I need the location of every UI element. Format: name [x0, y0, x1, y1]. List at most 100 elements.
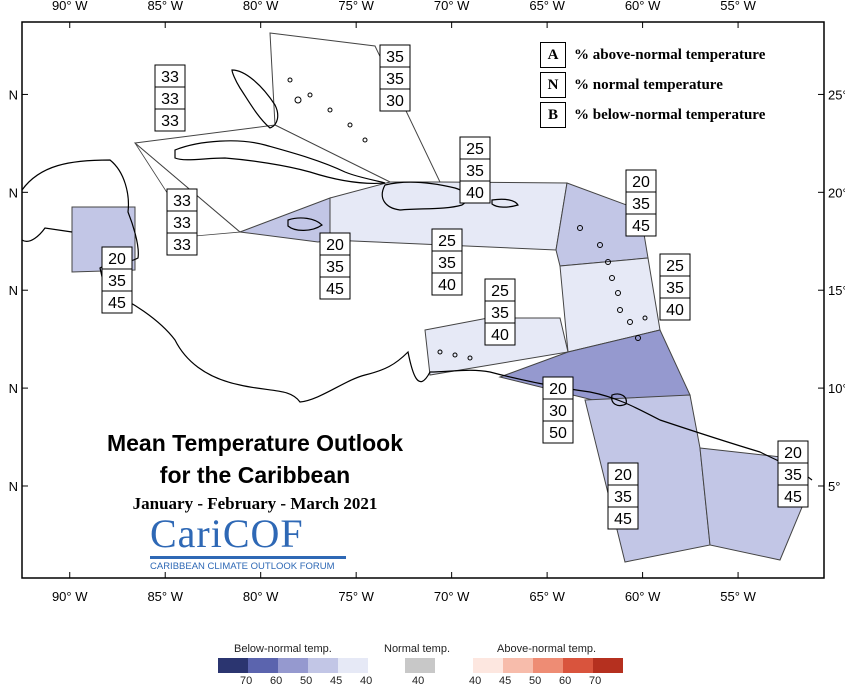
lon-label-bottom: 55° W	[720, 589, 756, 604]
probability-cell: 45	[777, 484, 809, 508]
legend-above-swatch	[533, 658, 563, 673]
probability-value: 35	[466, 163, 484, 180]
lat-label-right: 10° N	[828, 381, 845, 396]
probability-value: 33	[161, 113, 179, 130]
map-title: Mean Temperature Outlook	[106, 430, 404, 456]
lat-label-left: N	[9, 479, 18, 494]
legend-above-tick: 60	[559, 675, 572, 687]
probability-cell: 35	[625, 191, 657, 215]
lon-label-top: 65° W	[529, 0, 565, 13]
probability-value: 35	[784, 467, 802, 484]
probability-value: 20	[614, 467, 632, 484]
probability-cell: 20	[542, 376, 574, 400]
lat-label-left: N	[9, 283, 18, 298]
probability-cell: 45	[319, 276, 351, 300]
probability-value: 35	[386, 49, 404, 66]
legend-below-swatch	[218, 658, 248, 673]
probability-cell: 50	[542, 420, 574, 444]
lat-label-right: 25° N	[828, 87, 845, 102]
probability-cell: 45	[101, 290, 133, 314]
legend-above-swatch	[473, 658, 503, 673]
legend-below-swatch	[338, 658, 368, 673]
logo-wordmark: CariCOF	[150, 511, 304, 556]
probability-value: 45	[326, 281, 344, 298]
key-text: % above-normal temperature	[574, 46, 766, 63]
probability-value: 20	[326, 237, 344, 254]
lat-label-right: 15° N	[828, 283, 845, 298]
probability-value: 35	[491, 305, 509, 322]
caricof-logo: CariCOF CARIBBEAN CLIMATE OUTLOOK FORUM	[150, 514, 350, 572]
probability-cell: 35	[101, 268, 133, 292]
legend-below-tick: 45	[330, 675, 343, 687]
legend-normal-tick: 40	[412, 675, 425, 687]
probability-value: 20	[549, 381, 567, 398]
legend-below-swatch	[308, 658, 338, 673]
probability-cell: 33	[154, 86, 186, 110]
probability-cell: 35	[379, 44, 411, 68]
lon-label-bottom: 80° W	[243, 589, 279, 604]
lat-label-right: 5° N	[828, 479, 845, 494]
probability-cell: 30	[379, 88, 411, 112]
probability-value: 33	[173, 193, 191, 210]
probability-value: 40	[666, 302, 684, 319]
probability-value: 25	[491, 283, 509, 300]
lesser-antilles	[287, 77, 648, 361]
legend-above-tick: 40	[469, 675, 482, 687]
probability-cell: 20	[607, 462, 639, 486]
key-letter: A	[540, 42, 566, 68]
lat-label-right: 20° N	[828, 185, 845, 200]
probability-cell: 25	[659, 253, 691, 277]
lon-label-bottom: 90° W	[52, 589, 88, 604]
lon-label-top: 55° W	[720, 0, 756, 13]
probability-value: 45	[108, 295, 126, 312]
probability-cell: 20	[319, 232, 351, 256]
probability-value: 30	[549, 403, 567, 420]
probability-cell: 40	[484, 322, 516, 346]
legend-normal-title: Normal temp.	[384, 643, 451, 655]
probability-cell: 30	[542, 398, 574, 422]
region-cayman	[134, 142, 241, 237]
probability-value: 33	[161, 91, 179, 108]
key-text: % below-normal temperature	[574, 106, 766, 123]
probability-value: 20	[108, 251, 126, 268]
probability-value: 40	[466, 185, 484, 202]
legend-above-tick: 45	[499, 675, 512, 687]
lat-label-left: N	[9, 185, 18, 200]
lon-label-top: 85° W	[147, 0, 183, 13]
lon-label-bottom: 85° W	[147, 589, 183, 604]
lon-label-top: 70° W	[434, 0, 470, 13]
probability-cell: 33	[166, 232, 198, 256]
lat-label-left: N	[9, 87, 18, 102]
logo-rule	[150, 556, 346, 559]
probability-value: 25	[466, 141, 484, 158]
probability-value: 50	[549, 425, 567, 442]
probability-key: A % above-normal temperature N % normal …	[540, 40, 765, 130]
probability-value: 40	[491, 327, 509, 344]
probability-value: 25	[666, 258, 684, 275]
legend-below-swatch	[278, 658, 308, 673]
probability-value: 45	[784, 489, 802, 506]
probability-cell: 45	[607, 506, 639, 530]
probability-cell: 33	[154, 108, 186, 132]
color-legend: Below-normal temp. Normal temp. Above-no…	[0, 640, 845, 687]
forecast-period: January - February - March 2021	[132, 494, 378, 513]
probability-cell: 35	[607, 484, 639, 508]
probability-cell: 35	[659, 275, 691, 299]
probability-cell: 35	[431, 250, 463, 274]
legend-below-tick: 50	[300, 675, 313, 687]
probability-value: 45	[614, 511, 632, 528]
lon-label-bottom: 75° W	[338, 589, 374, 604]
probability-cell: 20	[101, 246, 133, 270]
lon-label-top: 90° W	[52, 0, 88, 13]
probability-cell: 35	[379, 66, 411, 90]
probability-cell: 40	[459, 180, 491, 204]
probability-cell: 35	[484, 300, 516, 324]
lon-label-bottom: 60° W	[625, 589, 661, 604]
key-letter: N	[540, 72, 566, 98]
lon-label-top: 80° W	[243, 0, 279, 13]
probability-value: 25	[438, 233, 456, 250]
probability-cell: 20	[777, 440, 809, 464]
probability-cell: 35	[319, 254, 351, 278]
key-text: % normal temperature	[574, 76, 723, 93]
probability-cell: 40	[659, 297, 691, 321]
